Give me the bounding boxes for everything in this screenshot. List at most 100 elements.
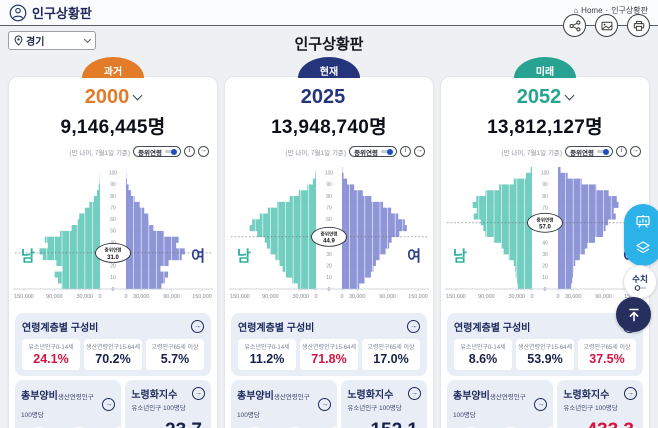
age-structure-more-button[interactable]: → xyxy=(191,320,204,333)
aging-more-button[interactable]: → xyxy=(408,387,421,400)
svg-text:60: 60 xyxy=(326,217,332,223)
stat-youth: 유소년인구0-14세 11.2% xyxy=(238,339,296,370)
bottom-indicators: 총부양비생산연령인구 100명당 → 유소년 15.6 + 노년 23.7 xyxy=(231,380,427,428)
numbers-toggle-label: 수치 xyxy=(632,274,648,284)
layers-button[interactable] xyxy=(635,240,651,256)
age-structure-stats: 유소년인구0-14세 8.6% 생산연령인구15-64세 53.9% 고령인구6… xyxy=(454,339,636,370)
svg-text:여: 여 xyxy=(407,248,421,265)
bottom-indicators: 총부양비생산연령인구 100명당 → 유소년 34.4 + 노년 8.2 xyxy=(15,380,211,428)
aging-header: 노령화지수 → xyxy=(563,386,637,401)
scroll-to-top-button[interactable] xyxy=(616,297,651,332)
median-age-toggle[interactable]: 중위연령 xyxy=(565,146,613,157)
numbers-toggle-button[interactable]: 수치 xyxy=(623,265,657,299)
svg-text:20: 20 xyxy=(542,264,548,270)
dependency-more-button[interactable]: → xyxy=(318,397,332,411)
svg-text:80: 80 xyxy=(110,194,116,200)
info-button[interactable]: i xyxy=(400,146,411,157)
share-button[interactable] xyxy=(563,14,586,37)
region-select[interactable]: 경기 xyxy=(8,31,96,50)
svg-text:0: 0 xyxy=(315,294,318,300)
stat-value: 37.5% xyxy=(589,352,625,366)
age-structure-header: 연령계층별 구성비 → xyxy=(238,319,420,334)
population-pyramid-chart: 01020304050607080901000030,00030,00090,0… xyxy=(13,167,213,300)
save-image-button[interactable] xyxy=(595,14,618,37)
toggle-switch-icon xyxy=(381,148,393,155)
median-age-toggle[interactable]: 중위연령 xyxy=(133,146,181,157)
year-select[interactable]: 2000 xyxy=(9,86,217,109)
svg-text:50: 50 xyxy=(110,229,116,235)
age-structure-more-button[interactable]: → xyxy=(407,320,420,333)
svg-text:10: 10 xyxy=(110,275,116,281)
svg-text:30,000: 30,000 xyxy=(133,294,150,300)
year-value: 2000 xyxy=(84,86,130,108)
dependency-more-button[interactable]: → xyxy=(534,397,548,411)
stat-youth: 유소년인구0-14세 24.1% xyxy=(22,339,80,370)
print-icon xyxy=(633,20,644,31)
year-select[interactable]: 2025 xyxy=(225,86,433,109)
stat-value: 53.9% xyxy=(527,352,563,366)
stat-label: 생산연령인구15-64세 xyxy=(302,345,356,351)
aging-more-button[interactable]: → xyxy=(192,387,205,400)
dependency-title: 총부양비 xyxy=(237,391,274,402)
location-pin-icon xyxy=(14,35,23,46)
stat-label: 고령인구65세 이상 xyxy=(367,345,415,351)
population-card: 현재 2025 13,948,740명 (만 나이, 7월1일 기준) 중위연령… xyxy=(224,57,434,428)
svg-text:90: 90 xyxy=(326,182,332,188)
stat-label: 유소년인구0-14세 xyxy=(244,345,290,351)
top-header: 인구상황판 xyxy=(0,0,658,26)
svg-text:0: 0 xyxy=(341,294,344,300)
aging-title: 노령화지수 xyxy=(563,390,610,401)
svg-text:80: 80 xyxy=(542,194,548,200)
region-select-value: 경기 xyxy=(26,37,45,48)
stat-elderly: 고령인구65세 이상 37.5% xyxy=(578,339,636,370)
print-button[interactable] xyxy=(627,14,650,37)
aging-more-button[interactable]: → xyxy=(624,387,637,400)
year-select[interactable]: 2052 xyxy=(441,86,649,109)
age-structure-header: 연령계층별 구성비 → xyxy=(22,319,204,334)
breadcrumb-separator: · xyxy=(605,6,609,15)
bottom-indicators: 총부양비생산연령인구 100명당 → 유소년 16.1 + 노년 69.6 xyxy=(447,380,643,428)
stat-youth: 유소년인구0-14세 8.6% xyxy=(454,339,512,370)
median-age-toggle[interactable]: 중위연령 xyxy=(349,146,397,157)
age-structure-title: 연령계층별 구성비 xyxy=(22,323,99,334)
expand-button[interactable]: → xyxy=(630,146,641,157)
breadcrumb-home[interactable]: Home xyxy=(581,6,603,15)
svg-text:90,000: 90,000 xyxy=(379,294,396,300)
card-body: 2000 9,146,445명 (만 나이, 7월1일 기준) 중위연령 i →… xyxy=(8,76,218,428)
svg-text:90,000: 90,000 xyxy=(595,294,612,300)
stat-label: 생산연령인구15-64세 xyxy=(86,345,140,351)
age-structure-panel: 연령계층별 구성비 → 유소년인구0-14세 24.1% 생산연령인구15-64… xyxy=(15,313,211,376)
dependency-header: 총부양비생산연령인구 100명당 → xyxy=(237,386,332,422)
aging-index-panel: 노령화지수 → 유소년인구 100명당 23.7 xyxy=(125,380,211,428)
dashboard-view-button[interactable] xyxy=(635,214,651,230)
svg-text:0: 0 xyxy=(99,294,102,300)
aging-header: 노령화지수 → xyxy=(131,386,205,401)
svg-text:70: 70 xyxy=(326,205,332,211)
svg-text:40: 40 xyxy=(542,240,548,246)
aging-title: 노령화지수 xyxy=(131,390,178,401)
aging-subtitle: 유소년인구 100명당 xyxy=(131,405,186,412)
stat-value: 5.7% xyxy=(160,352,190,366)
info-button[interactable]: i xyxy=(184,146,195,157)
stat-label: 고령인구65세 이상 xyxy=(151,345,199,351)
toggle-switch-icon xyxy=(165,148,177,155)
info-button[interactable]: i xyxy=(616,146,627,157)
header-actions xyxy=(563,14,650,37)
toggle-switch-icon xyxy=(597,148,609,155)
dependency-header: 총부양비생산연령인구 100명당 → xyxy=(21,386,116,422)
svg-text:남: 남 xyxy=(237,248,251,265)
svg-text:0: 0 xyxy=(544,287,547,293)
stat-value: 71.8% xyxy=(311,352,347,366)
expand-button[interactable]: → xyxy=(414,146,425,157)
app-logo: 인구상황판 xyxy=(9,3,92,22)
year-value: 2025 xyxy=(300,86,346,108)
dependency-more-button[interactable]: → xyxy=(102,397,116,411)
layers-icon xyxy=(636,241,650,254)
svg-text:중위연령: 중위연령 xyxy=(537,216,554,223)
year-chevron-icon xyxy=(564,90,575,100)
svg-text:150,000: 150,000 xyxy=(446,294,466,300)
dependency-ratio-panel: 총부양비생산연령인구 100명당 → 유소년 34.4 + 노년 8.2 xyxy=(15,380,137,428)
stat-label: 유소년인구0-14세 xyxy=(28,345,74,351)
expand-button[interactable]: → xyxy=(198,146,209,157)
stat-elderly: 고령인구65세 이상 5.7% xyxy=(146,339,204,370)
